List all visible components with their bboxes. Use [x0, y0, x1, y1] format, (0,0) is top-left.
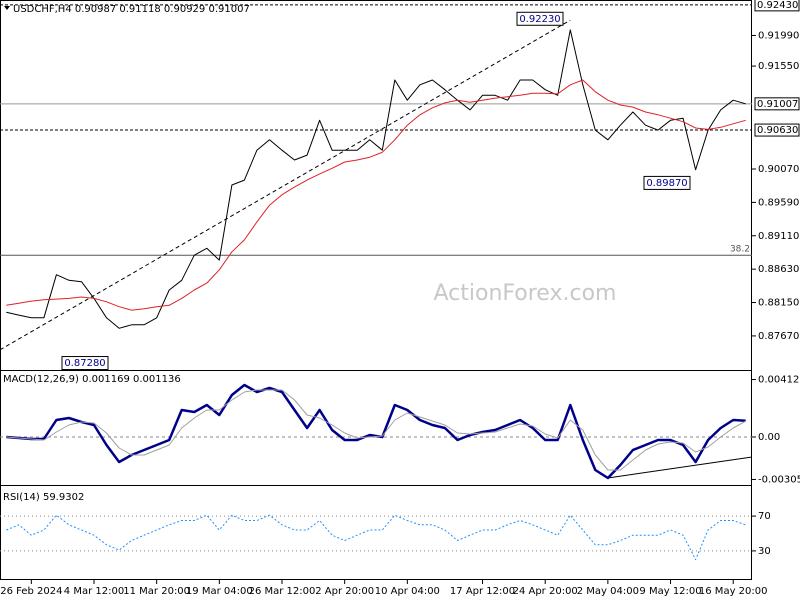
x-tick-label: 11 Mar 20:00: [123, 586, 190, 597]
x-tick-label: 26 Feb 2024: [0, 586, 62, 597]
x-tick-label: 10 Apr 04:00: [375, 586, 440, 597]
x-tick-label: 24 Apr 20:00: [513, 586, 578, 597]
y-tick-label: -0.003051: [758, 474, 800, 485]
y-tick-label: 0.87670: [758, 331, 799, 342]
panel-title: MACD(12,26,9) 0.001169 0.001136: [3, 374, 181, 385]
level-tag-label: 0.91007: [757, 99, 798, 110]
annotation-label: 0.89870: [646, 178, 687, 189]
x-tick-label: 16 May 20:00: [699, 586, 768, 597]
y-tick-label: 70: [758, 511, 771, 522]
annotation-box: [643, 175, 691, 190]
panel-title: RSI(14) 59.9302: [3, 492, 84, 503]
x-tick-label: 4 Mar 12:00: [64, 586, 124, 597]
y-tick-label: 0.88630: [758, 264, 799, 275]
x-tick-label: 26 Mar 12:00: [249, 586, 316, 597]
level-tag: [754, 97, 800, 111]
level-tag-label: 0.90630: [757, 125, 798, 136]
panel-title: USDCHF,H4 0.90987 0.91118 0.90929 0.9100…: [13, 4, 250, 15]
level-tag: [754, 123, 800, 137]
fib-label: 38.2: [730, 245, 750, 255]
x-tick-label: 9 May 12:00: [639, 586, 701, 597]
plot-frame: [0, 0, 752, 580]
level-tag: [754, 0, 800, 12]
x-tick-label: 2 May 04:00: [577, 586, 639, 597]
y-tick-label: 0.89110: [758, 231, 799, 242]
y-tick-label: 0.91990: [758, 30, 799, 41]
y-tick-label: 30: [758, 546, 771, 557]
series-line: [6, 389, 746, 471]
series-line: [6, 29, 746, 329]
annotation-label: 0.87280: [64, 358, 105, 369]
series-line: [6, 79, 746, 311]
y-tick-label: 0.004127: [758, 375, 800, 386]
annotation-box: [516, 11, 564, 26]
x-tick-label: 17 Apr 12:00: [450, 586, 515, 597]
trendline: [607, 456, 753, 479]
series-line: [6, 514, 746, 561]
symbol-icon: [4, 6, 10, 10]
level-tag-label: 0.92430: [757, 0, 798, 11]
y-tick-label: 0.88150: [758, 298, 799, 309]
x-tick-label: 19 Mar 04:00: [186, 586, 253, 597]
annotation-label: 0.92230: [519, 14, 560, 25]
y-tick-label: 0.91550: [758, 61, 799, 72]
y-tick-label: 0.00: [758, 432, 780, 443]
x-tick-label: 2 Apr 20:00: [315, 586, 374, 597]
annotation-box: [61, 356, 109, 371]
trendline: [0, 19, 571, 351]
y-tick-label: 0.90070: [758, 164, 799, 175]
y-tick-label: 0.89590: [758, 197, 799, 208]
watermark: ActionForex.com: [434, 281, 617, 306]
